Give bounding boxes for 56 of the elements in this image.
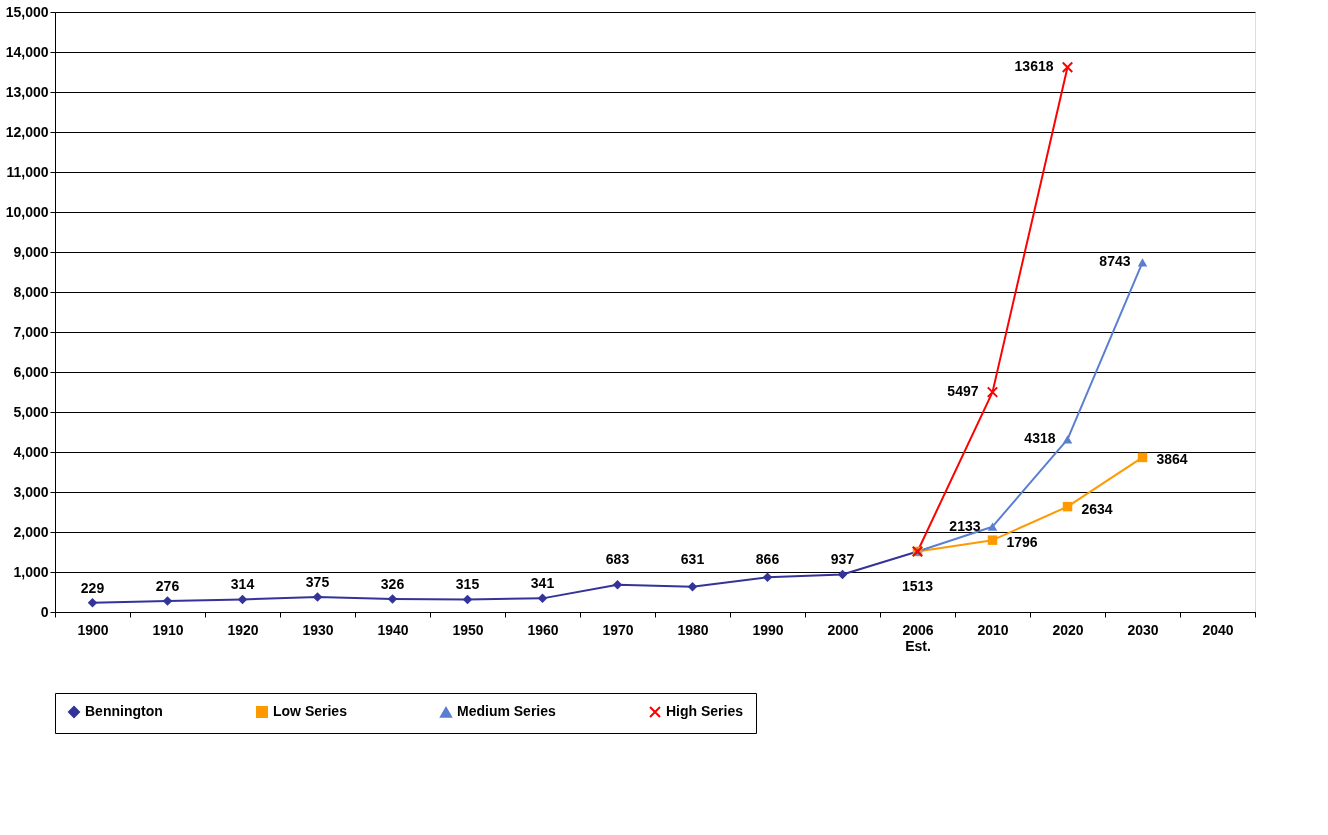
y-tick-label: 9,000 (13, 243, 49, 260)
data-label: 3864 (1156, 451, 1188, 468)
y-tick-label: 14,000 (5, 43, 49, 60)
data-label: 276 (155, 577, 180, 594)
legend-label: High Series (666, 703, 744, 719)
legend-label: Medium Series (457, 703, 557, 720)
data-label: 315 (455, 576, 480, 593)
data-label: 326 (380, 575, 405, 592)
x-tick-label: 2040 (1202, 621, 1234, 638)
legend-label: Low Series (273, 703, 348, 719)
data-label: 4318 (1024, 430, 1056, 447)
data-label: 866 (755, 550, 780, 567)
x-tick-label: 1990 (752, 621, 784, 638)
x-tick-label: 2020 (1052, 621, 1084, 638)
y-tick-label: 1,000 (13, 563, 49, 580)
data-label: 314 (230, 576, 255, 593)
x-tick-label: 1940 (377, 621, 409, 638)
data-label: 1513 (901, 578, 934, 595)
y-tick-label: 3,000 (13, 483, 49, 500)
x-tick-label: 1970 (602, 621, 634, 638)
data-label: 13618 (1014, 58, 1054, 75)
y-tick-label: 2,000 (13, 523, 49, 540)
x-tick-label: 2010 (977, 621, 1009, 638)
data-label: 1796 (1006, 534, 1038, 551)
y-tick-label: 0 (40, 603, 49, 620)
y-tick-label: 4,000 (13, 443, 49, 460)
data-label: 5497 (947, 383, 979, 400)
x-tick-label: 2006 Est. (902, 621, 934, 654)
data-label: 937 (830, 551, 855, 568)
y-tick-label: 10,000 (5, 203, 49, 220)
y-tick-label: 7,000 (13, 323, 49, 340)
x-tick-label: 1950 (452, 621, 484, 638)
legend-label: Bennington (85, 703, 163, 719)
x-tick-label: 1920 (227, 621, 259, 638)
x-tick-label: 1960 (527, 621, 559, 638)
y-tick-label: 5,000 (13, 403, 49, 420)
x-tick-label: 1930 (302, 621, 334, 638)
y-tick-label: 15,000 (5, 3, 49, 20)
data-label: 341 (530, 575, 555, 592)
data-label: 229 (80, 579, 105, 596)
y-tick-label: 13,000 (5, 83, 49, 100)
data-label: 683 (605, 550, 630, 567)
x-tick-label: 1900 (77, 621, 109, 638)
x-tick-label: 1910 (152, 621, 184, 638)
data-label: 2133 (949, 517, 981, 534)
data-label: 8743 (1099, 253, 1131, 270)
data-label: 631 (680, 550, 705, 567)
y-tick-label: 8,000 (13, 283, 49, 300)
data-label: 375 (305, 574, 330, 590)
x-tick-label: 2030 (1127, 621, 1159, 638)
data-label: 2634 (1081, 500, 1113, 517)
x-tick-label: 2000 (827, 621, 859, 638)
y-tick-label: 6,000 (13, 363, 49, 380)
y-tick-label: 11,000 (6, 163, 49, 180)
y-tick-label: 12,000 (5, 123, 49, 140)
x-tick-label: 1980 (677, 621, 709, 638)
